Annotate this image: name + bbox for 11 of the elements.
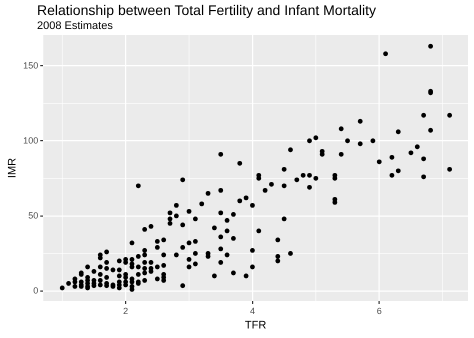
x-tick-label: 4 <box>250 306 255 316</box>
y-axis-title: IMR <box>6 158 19 178</box>
x-tick-label: 2 <box>123 306 128 316</box>
y-tick-label: 100 <box>23 135 38 146</box>
chart-title: Relationship between Total Fertility and Infant Mortality <box>37 2 376 18</box>
chart-subtitle: 2008 Estimates <box>37 20 113 32</box>
x-axis-title: TFR <box>244 319 266 332</box>
y-tick-label: 50 <box>28 210 38 220</box>
y-tick-label: 0 <box>33 285 38 296</box>
x-tick-label: 6 <box>376 306 382 316</box>
y-tick-label: 150 <box>23 60 38 70</box>
